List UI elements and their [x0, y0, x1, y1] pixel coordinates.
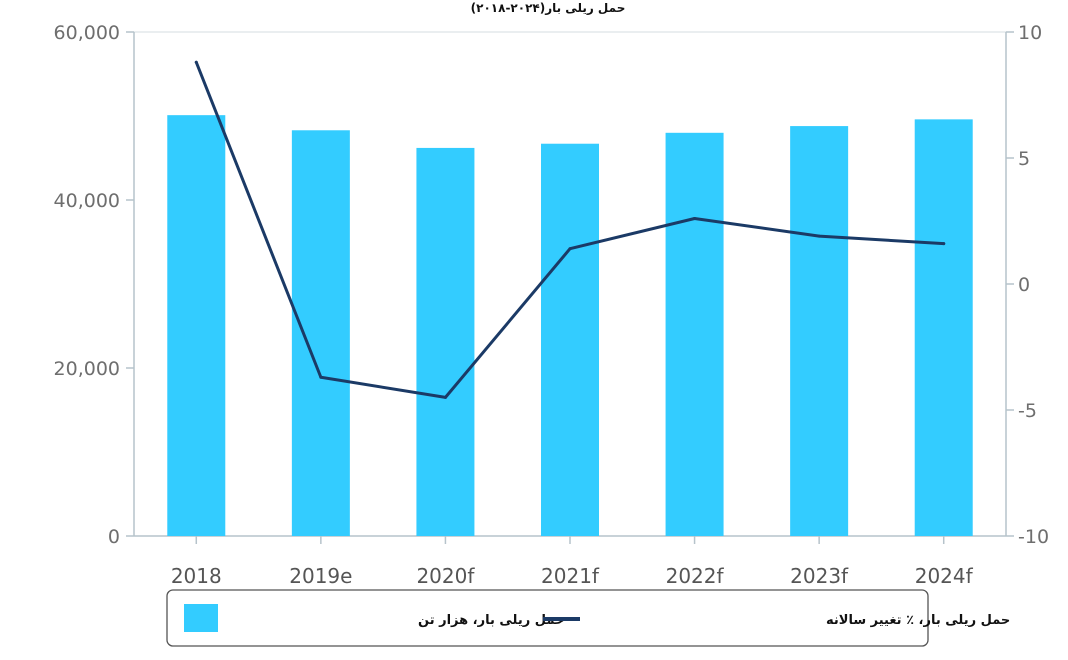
y-left-tick-label: 40,000 [54, 190, 120, 212]
line-point-2021f [568, 247, 572, 251]
bar-2024f [914, 119, 973, 537]
line-point-2024f [942, 242, 946, 246]
x-axis: 2018 2019e 2020f 2021f 2022f 2023f 2024f [171, 536, 974, 588]
x-tick-label: 2024f [915, 564, 974, 588]
bar-2023f [790, 126, 849, 536]
line-point-2018 [194, 60, 198, 64]
y-right-tick-label: 10 [1018, 22, 1042, 44]
line-point-2022f [693, 216, 697, 220]
y-right-tick-label: 0 [1018, 274, 1030, 296]
line-point-2023f [817, 234, 821, 238]
y-left-tick-label: 20,000 [54, 358, 120, 380]
x-tick-label: 2022f [666, 564, 725, 588]
y-axis-right: -10 -5 0 5 10 [1006, 22, 1049, 548]
legend-swatch-bar [184, 604, 218, 632]
y-right-tick-label: -10 [1018, 526, 1049, 548]
bar-series [167, 115, 973, 537]
legend-label-bar: حمل ریلی بار، هزار تن [418, 613, 564, 628]
y-right-tick-label: 5 [1018, 148, 1030, 170]
x-tick-label: 2019e [289, 564, 352, 588]
y-axis-left: 0 20,000 40,000 60,000 [54, 22, 134, 548]
x-tick-label: 2023f [790, 564, 849, 588]
bar-2022f [665, 132, 724, 537]
y-left-tick-label: 0 [108, 526, 120, 548]
line-point-2019e [319, 375, 323, 379]
legend-label-line: حمل ریلی بار، ٪ تغییر سالانه [826, 613, 1010, 628]
line-series [194, 60, 946, 399]
x-tick-label: 2020f [416, 564, 475, 588]
x-tick-label: 2018 [171, 564, 222, 588]
line-point-2020f [443, 395, 447, 399]
x-tick-label: 2021f [541, 564, 600, 588]
legend: حمل ریلی بار، هزار تن حمل ریلی بار، ٪ تغ… [166, 589, 1010, 647]
y-left-tick-label: 60,000 [54, 22, 120, 44]
bar-2020f [416, 147, 475, 537]
chart-title: حمل ریلی بار(۲۰۲۴-۲۰۱۸) [471, 1, 626, 15]
bar-2018 [167, 115, 226, 536]
y-right-tick-label: -5 [1018, 400, 1037, 422]
bar-2019e [291, 130, 350, 536]
bar-2021f [541, 143, 599, 536]
